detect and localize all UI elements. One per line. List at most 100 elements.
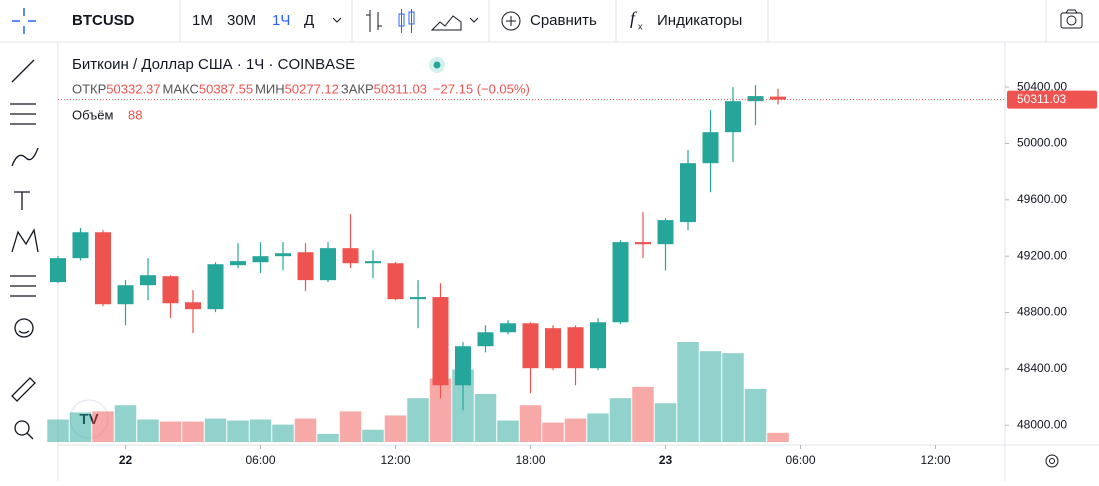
chart-title: Биткоин / Доллар США · 1Ч · COINBASE [72, 56, 355, 73]
pattern-tool[interactable] [11, 228, 39, 253]
volume-bar [294, 418, 317, 442]
y-tick-label: 48800.00 [1017, 305, 1067, 319]
candle-body [500, 323, 516, 333]
prediction-tool[interactable] [10, 275, 36, 297]
volume-bar [677, 342, 699, 442]
legend-value: 50387.55 [199, 81, 253, 96]
fib-tool[interactable] [10, 103, 36, 125]
crosshair-icon[interactable] [12, 8, 36, 34]
candles-icon[interactable] [398, 9, 415, 33]
volume-bar [474, 393, 497, 442]
candle-body [297, 252, 314, 281]
interval[interactable]: Д [304, 12, 314, 29]
legend-label: МАКС [163, 81, 199, 96]
candle-body [50, 258, 66, 283]
interval-active[interactable]: 1Ч [272, 12, 290, 29]
x-tick-label: 12:00 [920, 453, 950, 467]
volume-bar [632, 386, 654, 442]
candle-body [747, 96, 764, 102]
volume-bar [654, 403, 677, 442]
trendline-tool[interactable] [11, 59, 35, 83]
candle-body [72, 232, 89, 259]
top-toolbar: BTCUSD 1М 30М 1Ч Д Сравнить f x Индикато… [12, 0, 1083, 42]
volume-bar [699, 351, 722, 442]
volume-bar [47, 419, 69, 442]
x-tick-label: 22 [119, 453, 133, 467]
volume-bar [767, 432, 789, 442]
candle-body [342, 248, 359, 264]
candle-body [185, 302, 201, 310]
candle-body [725, 101, 741, 133]
chevron[interactable] [469, 17, 479, 23]
y-tick-label: 48000.00 [1017, 417, 1067, 431]
fx-icon-x: x [638, 21, 643, 31]
fx-icon[interactable]: f [630, 8, 638, 28]
candle-body [162, 276, 179, 304]
volume-bar [429, 378, 452, 442]
volume-bar [114, 405, 137, 442]
chevron[interactable] [332, 17, 342, 23]
x-tick-label: 12:00 [380, 453, 410, 467]
camera-icon[interactable] [1060, 9, 1083, 29]
zoom-tool[interactable] [14, 420, 34, 440]
volume-bar [362, 429, 384, 442]
volume-bar [92, 411, 114, 442]
volume-bar [249, 419, 272, 442]
volume-bar [587, 413, 609, 442]
candle-body [207, 264, 224, 310]
volume-bar [317, 433, 339, 442]
emoji-tool[interactable] [14, 318, 34, 338]
area-icon[interactable] [430, 15, 462, 31]
candle-body [770, 96, 786, 100]
candle-body [635, 242, 651, 245]
bars-icon[interactable] [366, 10, 382, 32]
status-dot [433, 61, 441, 69]
candle-body [657, 220, 674, 245]
compare-icon[interactable] [501, 11, 521, 31]
candle-body [95, 232, 111, 305]
candle-body [275, 253, 291, 257]
volume-bar [722, 353, 744, 442]
x-tick-label: 06:00 [245, 453, 275, 467]
volume-bar [744, 388, 767, 442]
settings-icon[interactable] [1045, 454, 1059, 468]
legend-label: ОТКР [72, 81, 106, 96]
volume-value: 88 [128, 107, 142, 122]
volume-label: Объём [72, 107, 113, 122]
ruler-tool[interactable] [11, 377, 36, 402]
candle-body [545, 328, 561, 369]
interval[interactable]: 30М [227, 12, 256, 29]
candle-body [567, 327, 584, 369]
interval[interactable]: 1М [192, 12, 213, 29]
volume-bar [609, 398, 632, 442]
ohlc-legend: ОТКР 50332.37 МАКС 50387.55 МИН 50277.12 ЗАКР 5… [72, 81, 530, 96]
text-tool[interactable] [14, 191, 30, 210]
symbol[interactable]: BTCUSD [72, 12, 135, 29]
candle-body [140, 275, 156, 286]
candle-body [230, 261, 246, 266]
candle-body [477, 332, 494, 347]
indicators-button[interactable]: Индикаторы [657, 12, 742, 29]
x-tick-label: 23 [659, 453, 673, 467]
left-toolbar [10, 59, 39, 440]
compare-button[interactable]: Сравнить [530, 12, 597, 29]
brush-tool[interactable] [11, 147, 39, 167]
volume-bar [227, 420, 249, 442]
candle-body [365, 261, 381, 264]
candle-body [410, 297, 426, 300]
y-tick-label: 50400.00 [1017, 79, 1067, 93]
volume-bar [519, 405, 542, 442]
last-price-box [1007, 90, 1097, 109]
x-tick-label: 18:00 [515, 453, 545, 467]
volume-bar [564, 418, 587, 442]
volume-bar [407, 398, 429, 442]
volume-bar [69, 412, 92, 442]
candle-body [432, 297, 449, 386]
y-tick-label: 49600.00 [1017, 192, 1067, 206]
volume-bar [384, 415, 407, 442]
candle-body [702, 132, 719, 164]
candle-body [522, 323, 539, 369]
